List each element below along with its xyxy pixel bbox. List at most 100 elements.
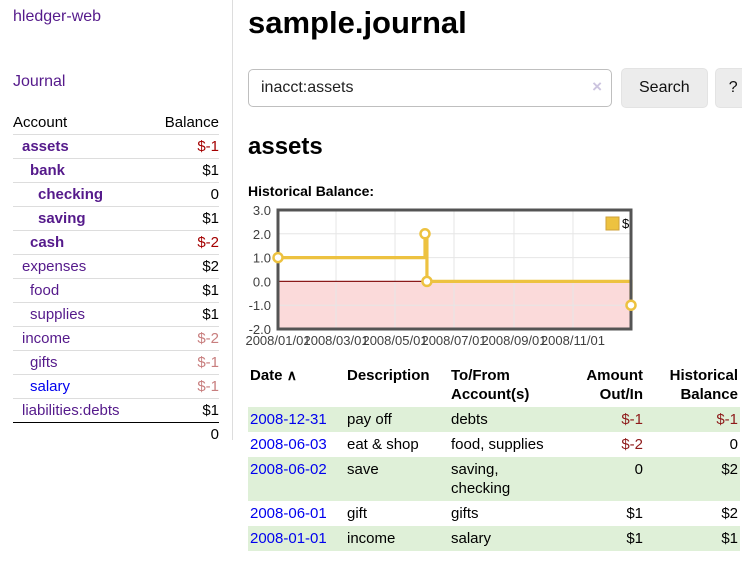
svg-text:2008/09/01: 2008/09/01 xyxy=(481,333,546,348)
account-link-liabilities-debts[interactable]: liabilities:debts xyxy=(22,402,120,419)
account-link-supplies[interactable]: supplies xyxy=(30,306,86,323)
transaction-description: save xyxy=(347,461,379,478)
account-row: bank $1 xyxy=(13,158,219,183)
account-balance: $-2 xyxy=(149,230,219,255)
svg-text:-1.0: -1.0 xyxy=(249,298,271,313)
accounts-table-header: Account Balance xyxy=(13,111,219,135)
register-row: 2008-12-31 pay off debts $-1 $-1 xyxy=(248,407,740,432)
transaction-balance: $1 xyxy=(721,530,738,547)
search-input[interactable] xyxy=(248,69,612,107)
transaction-accounts: debts xyxy=(451,411,488,428)
sort-ascending-icon: ∧ xyxy=(286,367,297,383)
svg-text:1.0: 1.0 xyxy=(253,251,271,266)
plot-border xyxy=(276,208,633,331)
transaction-accounts: gifts xyxy=(451,505,479,522)
account-row: supplies $1 xyxy=(13,302,219,327)
legend-swatch xyxy=(605,216,620,231)
register-header-row: Date ∧ Description To/From Account(s) Am… xyxy=(248,363,740,407)
account-link-expenses[interactable]: expenses xyxy=(22,258,87,275)
transaction-amount: $-2 xyxy=(621,436,643,453)
svg-text:2008/11/01: 2008/11/01 xyxy=(541,333,605,348)
account-balance: $2 xyxy=(149,254,219,279)
register-row: 2008-06-03 eat & shop food, supplies $-2… xyxy=(248,432,740,457)
transaction-description: eat & shop xyxy=(347,436,419,453)
account-balance: $1 xyxy=(149,278,219,303)
account-balance: $-1 xyxy=(149,350,219,375)
historical-balance-chart: 3.0 2.0 1.0 0.0 -1.0 -2.02008/01/012008/03/01… xyxy=(245,203,637,348)
account-row: liabilities:debts $1 xyxy=(13,398,219,423)
account-balance: $1 xyxy=(149,206,219,231)
sidebar-item-journal[interactable]: Journal xyxy=(13,73,66,90)
register-row: 2008-06-02 save saving, checking 0 $2 xyxy=(248,457,740,501)
transaction-balance: $2 xyxy=(721,505,738,522)
transaction-description: income xyxy=(347,530,396,547)
account-row: food $1 xyxy=(13,278,219,303)
accounts-table: Account Balance assets $-1 bank $1 check… xyxy=(13,111,219,446)
svg-text:2008/03/01: 2008/03/01 xyxy=(303,333,368,348)
account-link-gifts[interactable]: gifts xyxy=(30,354,58,371)
account-balance: $1 xyxy=(149,158,219,183)
page-title: sample.journal xyxy=(248,5,467,40)
legend-label: $ xyxy=(622,216,630,231)
transaction-balance: $2 xyxy=(721,461,738,478)
accounts-header-balance: Balance xyxy=(164,114,219,131)
register-header-date[interactable]: Date ∧ xyxy=(248,363,345,407)
account-link-checking[interactable]: checking xyxy=(38,186,104,203)
account-row: gifts $-1 xyxy=(13,350,219,375)
sidebar: hledger-web Journal Account Balance asse… xyxy=(0,0,233,446)
account-balance: 0 xyxy=(149,182,219,207)
account-heading: assets xyxy=(248,133,323,160)
search-bar: × Search ? xyxy=(248,68,742,108)
account-link-income[interactable]: income xyxy=(22,330,71,347)
search-button[interactable]: Search xyxy=(621,68,708,108)
transaction-amount: $-1 xyxy=(621,411,643,428)
register-header-balance: Historical Balance xyxy=(669,367,738,403)
account-link-assets[interactable]: assets xyxy=(22,138,69,155)
account-row: assets $-1 xyxy=(13,134,219,159)
transaction-date-link[interactable]: 2008-01-01 xyxy=(250,530,327,547)
accounts-total-balance: 0 xyxy=(149,422,219,446)
transaction-balance: $-1 xyxy=(716,411,738,428)
register-table: Date ∧ Description To/From Account(s) Am… xyxy=(248,363,740,551)
transaction-date-link[interactable]: 2008-06-02 xyxy=(250,461,327,478)
transaction-date-link[interactable]: 2008-12-31 xyxy=(250,411,327,428)
account-balance: $-1 xyxy=(149,134,219,159)
transaction-date-link[interactable]: 2008-06-01 xyxy=(250,505,327,522)
transaction-accounts: salary xyxy=(451,530,492,547)
svg-text:2008/01/01: 2008/01/01 xyxy=(245,333,310,348)
transaction-description: pay off xyxy=(347,411,392,428)
account-row: expenses $2 xyxy=(13,254,219,279)
account-link-food[interactable]: food xyxy=(30,282,60,299)
svg-text:2008/07/01: 2008/07/01 xyxy=(421,333,486,348)
transaction-accounts: saving, checking xyxy=(451,461,511,497)
chart-title: Historical Balance: xyxy=(248,183,375,199)
account-link-cash[interactable]: cash xyxy=(30,234,65,251)
main-content: sample.journal × Search ? assets Histori… xyxy=(245,0,742,551)
clear-search-icon[interactable]: × xyxy=(592,77,602,96)
transaction-date-link[interactable]: 2008-06-03 xyxy=(250,436,327,453)
svg-text:0.0: 0.0 xyxy=(253,274,271,289)
transaction-balance: 0 xyxy=(729,436,738,453)
account-balance: $-1 xyxy=(149,374,219,399)
account-balance: $-2 xyxy=(149,326,219,351)
svg-text:2.0: 2.0 xyxy=(253,227,271,242)
date-header-label: Date xyxy=(250,367,283,384)
transaction-amount: $1 xyxy=(626,505,643,522)
data-point-marker xyxy=(272,251,284,264)
data-point-marker xyxy=(625,299,637,311)
register-header-description: Description xyxy=(347,367,430,384)
account-link-bank[interactable]: bank xyxy=(30,162,66,179)
data-point-marker xyxy=(419,228,431,240)
app-title-link[interactable]: hledger-web xyxy=(13,8,102,25)
account-row: income $-2 xyxy=(13,326,219,351)
accounts-header-account: Account xyxy=(13,114,68,131)
transaction-amount: 0 xyxy=(634,461,643,478)
help-button[interactable]: ? xyxy=(714,68,742,108)
register-header-amount: Amount Out/In xyxy=(586,367,643,403)
svg-text:2008/05/01: 2008/05/01 xyxy=(362,333,427,348)
account-row: saving $1 xyxy=(13,206,219,231)
account-link-saving[interactable]: saving xyxy=(38,210,86,227)
register-row: 2008-01-01 income salary $1 $1 xyxy=(248,526,740,551)
account-link-salary[interactable]: salary xyxy=(30,378,71,395)
account-balance: $1 xyxy=(149,398,219,423)
